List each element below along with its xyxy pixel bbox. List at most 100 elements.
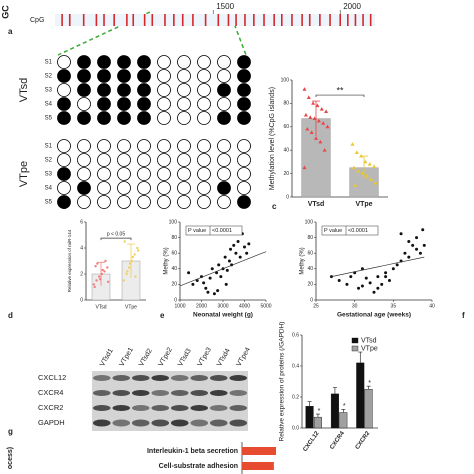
cpg-dot	[197, 83, 211, 97]
point	[321, 121, 326, 125]
cpg-dot	[97, 55, 111, 69]
point	[204, 286, 208, 290]
band	[209, 375, 228, 381]
cpg-dot	[177, 153, 191, 167]
x-axis-label: Neonatal weight (g)	[193, 312, 253, 319]
cpg-dot	[217, 69, 231, 83]
point	[384, 271, 388, 275]
point	[107, 280, 110, 283]
point	[395, 263, 399, 267]
cpg-dot	[97, 97, 111, 111]
row-label: S4	[45, 102, 53, 108]
cpg-dot	[97, 69, 111, 83]
point	[303, 112, 308, 117]
row-label: S5	[45, 200, 53, 206]
point	[422, 243, 426, 247]
legend-swatch	[351, 337, 359, 344]
band	[131, 375, 150, 381]
cpg-dot	[157, 55, 171, 69]
band	[92, 419, 111, 427]
annotation: *	[343, 403, 346, 410]
y-tick-label: 60	[171, 251, 177, 257]
point	[354, 150, 359, 154]
point	[95, 279, 98, 282]
cpg-dot	[197, 167, 211, 181]
y-tick-label: 40	[283, 148, 289, 154]
point	[376, 286, 380, 290]
point	[311, 101, 316, 105]
point	[316, 118, 321, 123]
x-tick-label: 1500	[216, 2, 234, 11]
cpg-dot	[177, 195, 191, 209]
band	[229, 375, 248, 381]
point	[133, 253, 136, 256]
cpg-dot	[237, 153, 251, 167]
point	[98, 275, 101, 278]
point	[94, 265, 97, 268]
cpg-dot	[97, 181, 111, 195]
point	[372, 290, 376, 294]
point	[367, 162, 372, 166]
cpg-dot	[157, 69, 171, 83]
point	[319, 107, 324, 111]
cpg-dot	[137, 153, 151, 167]
point	[399, 232, 403, 236]
cpg-dot	[77, 181, 91, 195]
x-tick-label: 4000	[239, 303, 250, 309]
y-tick-label: 20	[307, 282, 313, 288]
cpg-dot	[217, 83, 231, 97]
cpg-dot	[97, 153, 111, 167]
cpg-dot	[217, 97, 231, 111]
point	[219, 275, 223, 279]
point	[407, 240, 411, 243]
point	[234, 251, 238, 255]
p-label: P value	[324, 228, 342, 234]
y-tick-label: 100	[281, 77, 290, 83]
point	[364, 276, 368, 280]
band	[209, 390, 228, 396]
band	[151, 419, 170, 427]
point	[356, 169, 361, 173]
row-label: S5	[45, 116, 53, 122]
cpg-dot	[157, 181, 171, 195]
point	[238, 255, 242, 259]
p-box	[321, 225, 379, 236]
cpg-dot	[157, 167, 171, 181]
point	[104, 259, 107, 263]
band	[190, 390, 209, 396]
band	[151, 405, 170, 411]
y-axis-label: Relative expression of miR-144	[67, 229, 72, 292]
x-tick-label: 3000	[217, 303, 228, 309]
track-label: CpG	[30, 17, 44, 24]
y-tick-label: 0.2	[292, 394, 299, 400]
point	[232, 243, 236, 247]
point	[380, 282, 384, 286]
cpg-dot	[117, 97, 131, 111]
cpg-dot	[157, 153, 171, 167]
point	[227, 259, 231, 263]
cpg-dot	[77, 167, 91, 181]
cpg-dot	[57, 55, 71, 69]
point	[368, 281, 372, 285]
point	[353, 183, 358, 187]
y-axis-label: ocess)	[7, 447, 14, 469]
annotation: *	[368, 380, 371, 387]
bar	[339, 412, 348, 429]
point	[136, 246, 139, 250]
point	[411, 243, 415, 247]
band	[151, 390, 170, 396]
point	[131, 255, 134, 259]
y-tick-label: 0	[310, 297, 313, 303]
band	[170, 375, 189, 381]
point	[312, 116, 317, 121]
cpg-dot	[77, 83, 91, 97]
cpg-dot	[217, 111, 231, 125]
point	[225, 268, 229, 272]
cpg-dot	[97, 195, 111, 209]
point	[243, 245, 246, 249]
cpg-dot	[77, 195, 91, 209]
point	[351, 165, 356, 170]
cpg-dot	[237, 181, 251, 195]
bar	[313, 416, 322, 429]
p-value: <0.0001	[212, 228, 232, 234]
